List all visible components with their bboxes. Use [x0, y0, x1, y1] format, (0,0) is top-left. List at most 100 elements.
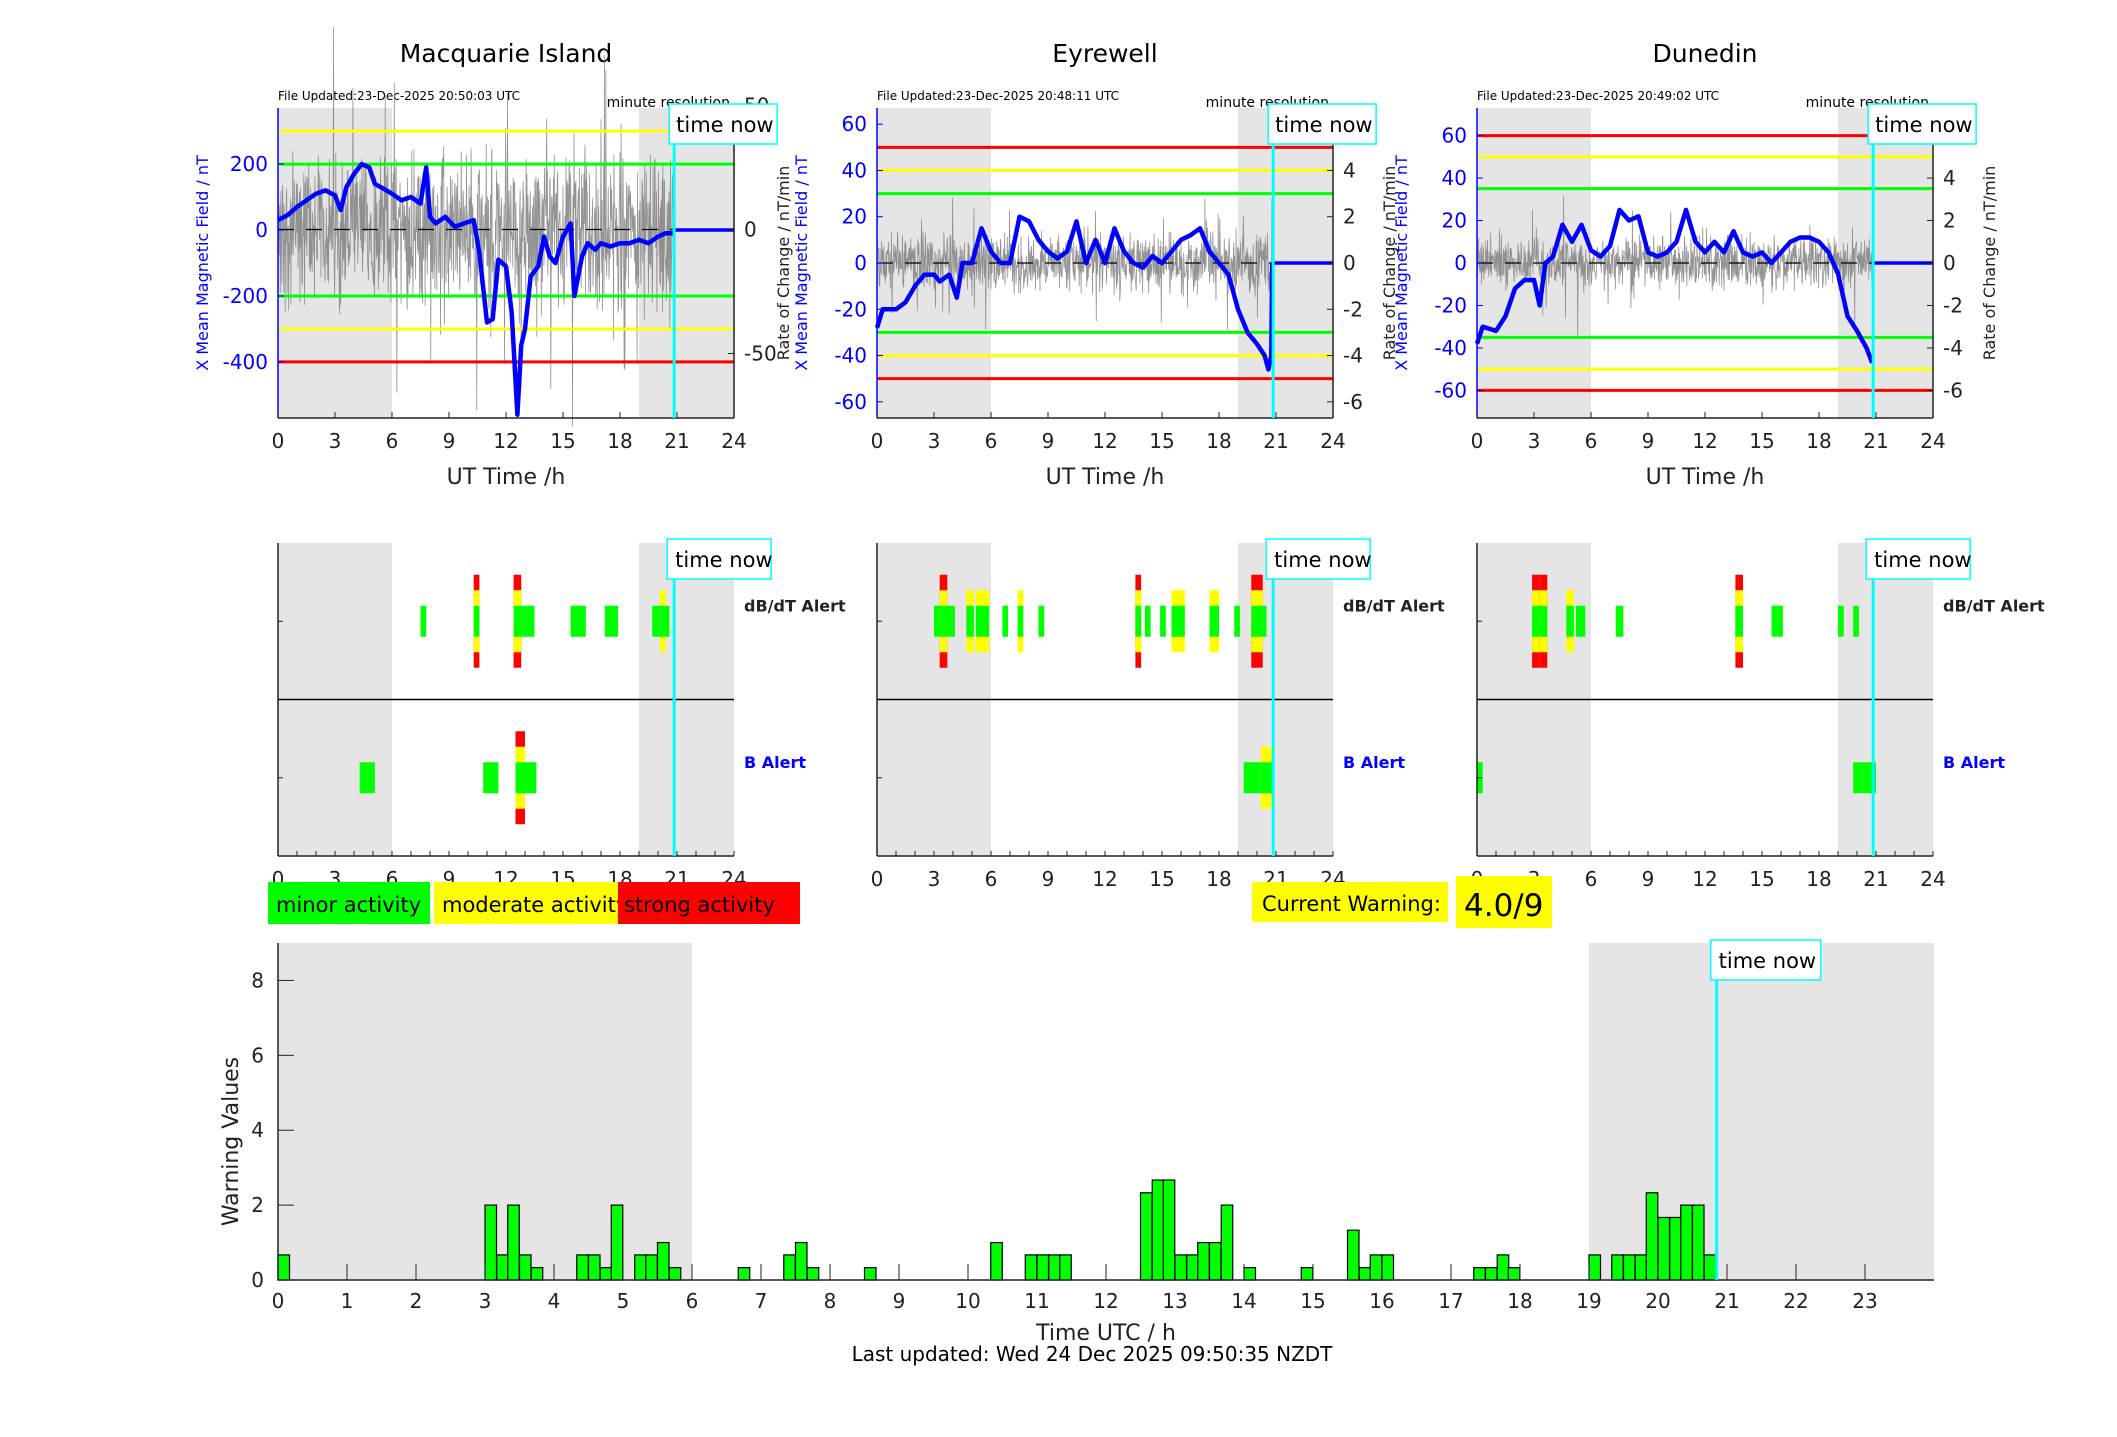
time-now-box	[666, 538, 772, 580]
warning-bar	[1059, 1254, 1072, 1281]
x-tick-label: 9	[443, 429, 456, 453]
y-left-tick-label: -400	[223, 350, 268, 374]
y-right-tick-label: 4	[1943, 166, 1956, 190]
y-axis-label: Warning Values	[219, 1057, 244, 1226]
dbdt-alert-label: dB/dT Alert	[1343, 596, 1445, 615]
y-tick-label: 0	[251, 1268, 264, 1292]
x-tick-label: 21	[1714, 1289, 1739, 1313]
x-tick-label: 12	[1092, 429, 1117, 453]
x-axis-label: UT Time /h	[447, 465, 566, 490]
current-warning-label: Current Warning:	[1262, 892, 1441, 916]
dbdt-minor-block	[947, 605, 952, 637]
x-tick-label: 0	[871, 867, 884, 891]
b-alert-label: B Alert	[1343, 753, 1405, 772]
y-tick-label: 2	[251, 1193, 264, 1217]
warning-values-panel: 0 1 2 3 4 5 6 7 8 9 10 11 12 13 14 15 16 17 18 19 20 21 22 2302…	[219, 939, 1934, 1346]
warning-bar	[518, 1254, 532, 1281]
file-updated-label: File Updated:23-Dec-2025 20:49:02 UTC	[1477, 89, 1719, 103]
warning-bar	[1496, 1254, 1510, 1281]
dbdt-minor-block	[1575, 605, 1586, 637]
field-panel-dunedin: Dunedin File Updated:23-Dec-2025 20:49:02…	[1392, 39, 1999, 490]
y-left-tick-label: 0	[255, 218, 268, 242]
dbdt-minor-block	[1144, 605, 1151, 637]
current-warning-value: 4.0/9	[1464, 888, 1543, 924]
y-right-tick-label: 2	[1943, 209, 1956, 233]
warning-bar	[1669, 1216, 1682, 1281]
x-tick-label: 11	[1024, 1289, 1049, 1313]
dbdt-minor-block	[604, 605, 611, 637]
b-minor-block	[1260, 762, 1273, 794]
warning-bar	[656, 1241, 670, 1281]
warning-bar	[1611, 1254, 1624, 1281]
y-left-axis-label: X Mean Magnetic Field / nT	[193, 155, 212, 371]
legend-strong-label: strong activity	[624, 893, 775, 917]
x-tick-label: 9	[1642, 429, 1655, 453]
warning-bar	[1048, 1254, 1061, 1281]
dbdt-minor-block	[1539, 605, 1548, 637]
warning-bar	[1473, 1267, 1486, 1281]
current-warning-value-box	[1456, 876, 1552, 928]
x-tick-label: 16	[1369, 1289, 1394, 1313]
field-panel-macquarie-island: Macquarie Island File Updated:23-Dec-2025…	[193, 26, 778, 490]
x-tick-label: 1	[341, 1289, 354, 1313]
warning-bar	[599, 1267, 613, 1281]
warning-bar	[737, 1267, 751, 1281]
x-tick-label: 14	[1231, 1289, 1256, 1313]
dbdt-minor-block	[570, 605, 586, 637]
warning-bar	[1680, 1204, 1693, 1281]
dbdt-minor-block	[1615, 605, 1624, 637]
y-right-axis-label-left-side: Rate of Change / nT/min	[774, 166, 793, 361]
x-tick-label: 15	[1749, 429, 1774, 453]
x-tick-label: 0	[871, 429, 884, 453]
x-tick-label: 12	[1692, 867, 1717, 891]
dbdt-alert-label: dB/dT Alert	[744, 596, 846, 615]
x-tick-label: 9	[1642, 867, 1655, 891]
y-right-tick-label: -6	[1943, 378, 1963, 402]
legend-moderate-swatch	[434, 882, 618, 924]
b-minor-block	[515, 762, 525, 794]
dbdt-minor-block	[659, 605, 666, 637]
y-right-tick-label: -50	[744, 342, 777, 366]
x-tick-label: 2	[410, 1289, 423, 1313]
dbdt-minor-block	[934, 605, 940, 637]
time-now-box	[1267, 103, 1377, 145]
warning-bar	[1381, 1254, 1395, 1281]
x-tick-label: 9	[1042, 867, 1055, 891]
y-left-axis-label: X Mean Magnetic Field / nT	[792, 155, 811, 371]
dbdt-minor-block	[420, 605, 427, 637]
x-tick-label: 15	[1149, 429, 1174, 453]
dbdt-minor-block	[1135, 605, 1142, 637]
x-tick-label: 0	[272, 429, 285, 453]
x-tick-label: 18	[1206, 867, 1231, 891]
x-tick-label: 0	[272, 1289, 285, 1313]
time-now-box	[1709, 939, 1822, 981]
y-right-axis-label: Rate of Change / nT/min	[1980, 166, 1999, 361]
x-tick-label: 15	[1300, 1289, 1325, 1313]
dbdt-minor-block	[652, 605, 660, 637]
x-tick-label: 12	[1092, 867, 1117, 891]
night-shading	[639, 108, 734, 418]
current-warning: Current Warning: 4.0/9	[1252, 876, 1552, 928]
y-right-tick-label: -2	[1943, 293, 1963, 317]
warning-bar	[576, 1254, 589, 1281]
warning-bar	[507, 1204, 520, 1281]
x-tick-label: 6	[1585, 429, 1598, 453]
warning-bar	[1657, 1216, 1671, 1281]
activity-legend: minor activity moderate activity strong …	[268, 882, 800, 924]
x-axis-label: Time UTC / h	[1035, 1321, 1176, 1346]
y-left-tick-label: 40	[1442, 166, 1467, 190]
y-left-tick-label: -60	[1434, 378, 1467, 402]
x-axis-label: UT Time /h	[1646, 465, 1765, 490]
x-tick-label: 3	[928, 429, 941, 453]
warning-bar	[1197, 1241, 1210, 1281]
dbdt-minor-block	[1038, 605, 1045, 637]
b-minor-block	[1853, 762, 1863, 794]
field-line	[1474, 207, 1875, 364]
x-tick-label: 12	[1692, 429, 1717, 453]
y-tick-label: 6	[251, 1043, 264, 1067]
field-panel-eyrewell: Eyrewell File Updated:23-Dec-2025 20:48:1…	[774, 39, 1399, 490]
warning-bar	[1369, 1254, 1383, 1281]
b-minor-block	[525, 762, 537, 794]
